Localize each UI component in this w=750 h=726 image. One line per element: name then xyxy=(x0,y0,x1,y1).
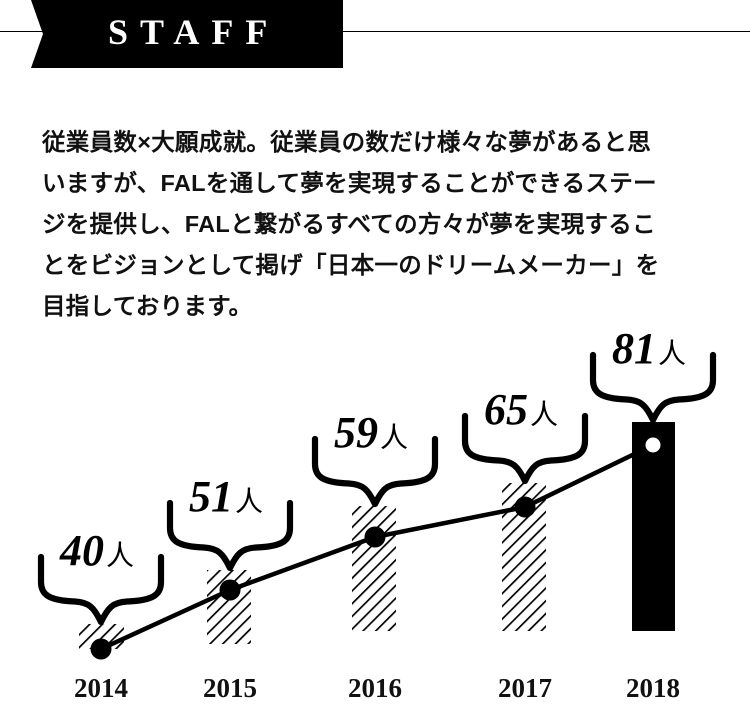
svg-text:2018: 2018 xyxy=(626,673,680,703)
svg-text:2017: 2017 xyxy=(498,673,552,703)
svg-text:81人: 81人 xyxy=(612,324,686,373)
svg-text:59人: 59人 xyxy=(334,408,408,457)
svg-text:51人: 51人 xyxy=(189,472,263,521)
svg-text:2016: 2016 xyxy=(348,673,402,703)
svg-text:65人: 65人 xyxy=(484,385,558,434)
svg-text:40人: 40人 xyxy=(59,526,134,575)
svg-text:2014: 2014 xyxy=(74,673,128,703)
svg-text:2015: 2015 xyxy=(203,673,257,703)
